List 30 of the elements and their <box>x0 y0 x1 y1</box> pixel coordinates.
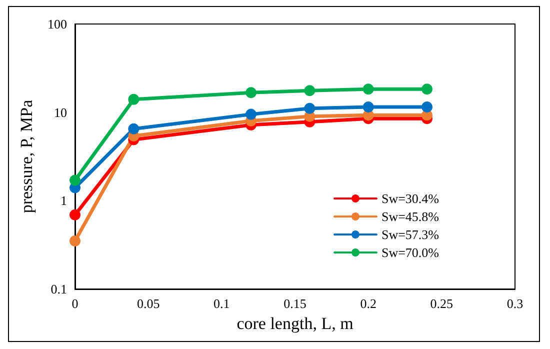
y-axis-title: pressure, P, MPa <box>17 99 36 214</box>
legend-label: Sw=30.4% <box>381 191 440 206</box>
point <box>128 123 140 134</box>
x-tick-label: 0.25 <box>430 296 454 311</box>
legend-label: Sw=70.0% <box>381 245 440 260</box>
x-axis-title: core length, L, m <box>236 314 354 333</box>
x-tick-label: 0.3 <box>506 296 524 311</box>
legend-label: Sw=45.8% <box>381 209 440 224</box>
point <box>304 102 316 114</box>
point <box>70 174 80 186</box>
point <box>246 108 256 120</box>
point <box>246 87 256 98</box>
point <box>362 101 374 112</box>
point <box>128 94 140 105</box>
point <box>422 101 432 112</box>
point <box>304 85 316 96</box>
x-tick-label: 0 <box>72 296 78 311</box>
y-tick-label: 0.1 <box>50 282 67 296</box>
y-tick-label: 10 <box>54 104 67 120</box>
point <box>70 235 80 246</box>
legend-label: Sw=57.3% <box>381 227 440 242</box>
x-tick-label: 0.1 <box>214 296 230 311</box>
point <box>362 84 374 95</box>
x-tick-label: 0.15 <box>284 296 306 311</box>
point <box>70 209 80 220</box>
y-tick-label: 1 <box>60 193 67 208</box>
x-tick-label: 0.05 <box>136 296 160 311</box>
y-tick-label: 100 <box>48 16 67 32</box>
x-tick-label: 0.2 <box>360 296 376 311</box>
point <box>422 84 432 95</box>
